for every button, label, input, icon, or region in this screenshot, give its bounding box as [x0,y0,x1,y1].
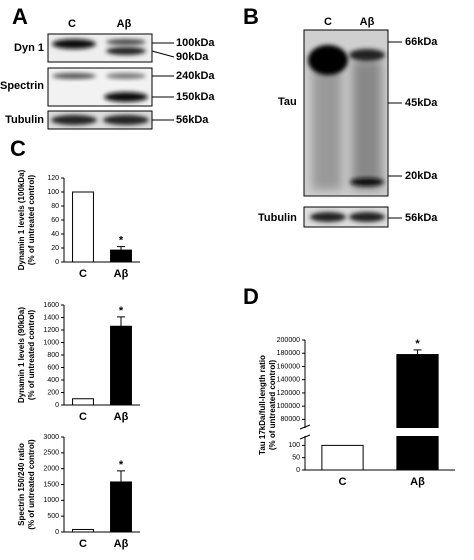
bar [321,444,364,471]
y-tick-label: 0 [55,529,59,536]
break-mark [299,424,311,430]
break-mark [299,434,311,440]
y-tick-label: 800 [47,352,59,359]
axis-break [299,428,455,436]
row-label: Tubulin [258,212,297,224]
significance: * [119,235,124,247]
y-axis-label: Spectrin 150/240 ratio [17,443,26,526]
y-tick-label: 0 [296,467,300,474]
marker-label: 90kDa [176,51,209,63]
y-tick-label: 20 [51,245,59,252]
marker-label: 56kDa [405,212,438,224]
y-tick-label: 80000 [281,416,301,423]
y-tick-label: 500 [47,513,59,520]
bar [72,191,94,263]
y-tick-label: 2500 [43,450,59,457]
y-tick-label: 1200 [43,327,59,334]
x-tick-label: Aβ [114,411,129,423]
marker-label: 45kDa [405,97,438,109]
x-tick-label: Aβ [114,538,129,550]
significance: * [119,459,124,471]
lane-label: Aβ [360,16,375,28]
y-tick-label: 40 [51,231,59,238]
panel-letter: A [12,4,28,29]
marker-label: 240kDa [176,70,215,82]
y-tick-label: 120000 [277,390,300,397]
x-tick-label: Aβ [410,476,425,488]
y-axis-label: (% of untreated control) [268,360,277,451]
row-label: Spectrin [0,80,44,92]
marker-label: 56kDa [176,114,209,126]
y-axis-label: (% of untreated control) [27,439,36,530]
y-axis-label: (% of untreated control) [27,310,36,401]
marker-label: 150kDa [176,91,215,103]
y-tick-label: 0 [55,259,59,266]
panel-letter: B [243,4,259,29]
y-tick-label: 160000 [277,363,300,370]
bar [110,325,132,406]
y-tick-label: 1400 [43,314,59,321]
y-tick-label: 1600 [43,302,59,309]
y-tick-label: 100000 [277,403,300,410]
significance: * [119,305,124,317]
marker-label: 66kDa [405,36,438,48]
y-axis-label: Dynamin 1 levels (100kDa) [17,169,26,270]
y-tick-label: 1000 [43,339,59,346]
y-tick-label: 3000 [43,434,59,441]
y-tick-label: 80 [51,203,59,210]
y-tick-label: 100 [47,189,59,196]
y-tick-label: 1000 [43,497,59,504]
significance: * [415,338,420,350]
blot-a: C Aβ Dyn 1 Spectrin Tubulin 100kDa 90kDa… [0,18,215,130]
bar [72,398,94,406]
y-axis-label: (% of untreated control) [27,175,36,266]
x-tick-label: Aβ [114,268,129,280]
bar [72,528,94,533]
y-tick-label: 140000 [277,377,300,384]
y-tick-label: 400 [47,377,59,384]
y-tick-label: 600 [47,364,59,371]
bar [110,481,132,533]
y-tick-label: 200 [47,389,59,396]
x-tick-label: C [79,411,87,423]
y-axis-label: Tau 17kDa/full-length ratio [258,355,267,455]
bar [396,354,439,471]
y-tick-label: 50 [292,455,300,462]
panel-letter: D [243,284,259,309]
x-tick-label: C [339,476,347,488]
lane-label: C [324,16,332,28]
y-tick-label: 200000 [277,337,300,344]
y-tick-label: 2000 [43,466,59,473]
lane-label: Aβ [117,18,132,30]
y-tick-label: 0 [55,402,59,409]
lane-label: C [68,18,76,30]
marker-label: 100kDa [176,37,215,49]
blot-b: C Aβ Tau Tubulin 66kDa 45kDa 20kDa 56kDa [258,16,438,228]
y-tick-label: 1500 [43,481,59,488]
y-tick-label: 100 [288,442,300,449]
row-label: Tau [278,96,297,108]
bar [110,249,132,263]
y-tick-label: 120 [47,175,59,182]
row-label: Tubulin [5,114,44,126]
x-tick-label: C [79,268,87,280]
row-label: Dyn 1 [14,42,44,54]
marker-label: 20kDa [405,170,438,182]
y-axis-label: Dynamin 1 levels (90kDa) [17,307,26,403]
x-tick-label: C [79,538,87,550]
panel-letter: C [10,136,26,161]
y-tick-label: 180000 [277,350,300,357]
y-tick-label: 60 [51,217,59,224]
